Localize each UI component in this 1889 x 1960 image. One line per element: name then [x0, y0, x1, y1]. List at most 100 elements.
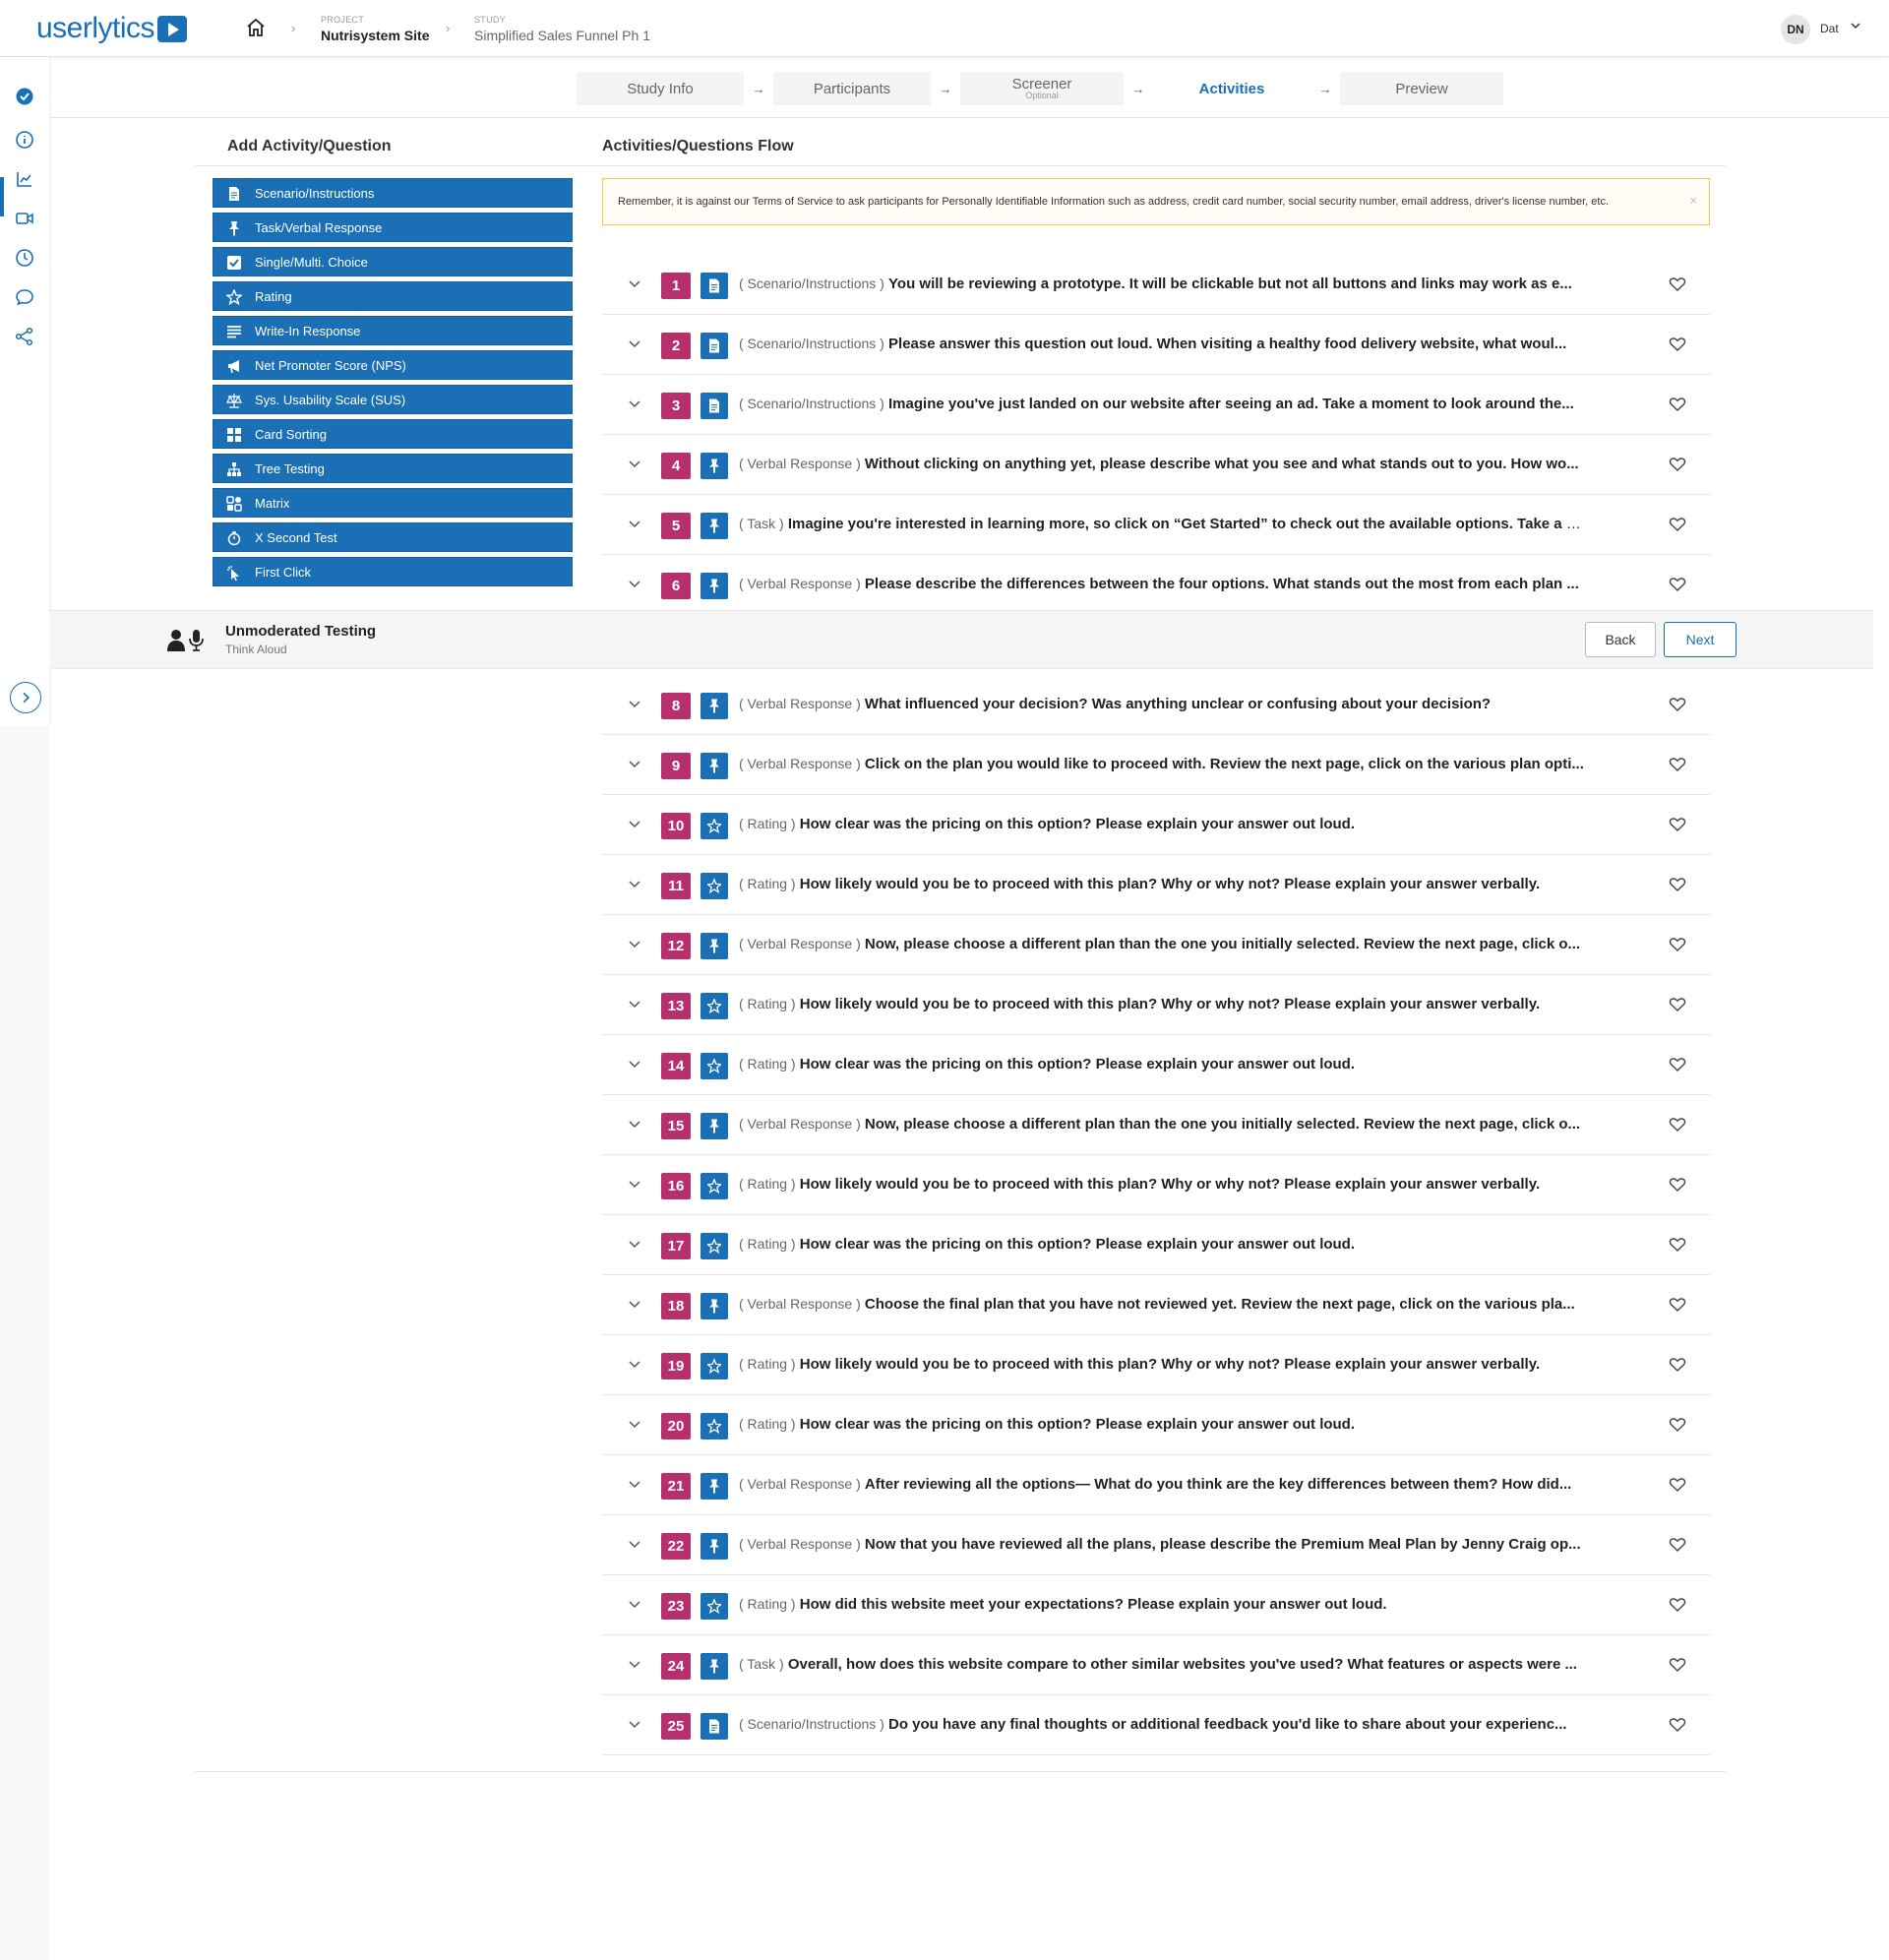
add-activity-button[interactable]: Write-In Response [213, 316, 573, 345]
activity-text[interactable]: ( Scenario/Instructions ) Do you have an… [739, 1716, 1585, 1733]
heart-icon[interactable] [1669, 1296, 1686, 1314]
breadcrumb-project[interactable]: PROJECT Nutrisystem Site [321, 15, 429, 43]
chevron-down-icon[interactable] [628, 1117, 641, 1131]
activity-row[interactable]: 15 ( Verbal Response ) Now, please choose… [602, 1095, 1710, 1155]
heart-icon[interactable] [1669, 756, 1686, 773]
heart-icon[interactable] [1669, 876, 1686, 893]
activity-text[interactable]: ( Rating ) How clear was the pricing on … [739, 816, 1585, 832]
activity-text[interactable]: ( Verbal Response ) Click on the plan yo… [739, 756, 1585, 772]
activity-row[interactable]: 23 ( Rating ) How did this website meet y… [602, 1575, 1710, 1635]
step-preview[interactable]: Preview [1340, 72, 1503, 105]
chevron-down-icon[interactable] [628, 997, 641, 1011]
chevron-down-icon[interactable] [628, 1477, 641, 1491]
step-participants[interactable]: Participants [773, 72, 931, 105]
chevron-down-icon[interactable] [628, 1177, 641, 1191]
chevron-down-icon[interactable] [628, 1057, 641, 1071]
chevron-down-icon[interactable] [628, 457, 641, 470]
chevron-down-icon[interactable] [628, 757, 641, 770]
activity-row[interactable]: 8 ( Verbal Response ) What influenced you… [602, 675, 1710, 735]
chevron-down-icon[interactable] [628, 697, 641, 710]
chevron-down-icon[interactable] [628, 1417, 641, 1431]
check-circle-icon[interactable] [15, 87, 34, 106]
chevron-down-icon[interactable] [628, 1297, 641, 1311]
back-button[interactable]: Back [1585, 622, 1656, 657]
heart-icon[interactable] [1669, 336, 1686, 353]
activity-text[interactable]: ( Rating ) How clear was the pricing on … [739, 1236, 1585, 1253]
activity-row[interactable]: 12 ( Verbal Response ) Now, please choose… [602, 915, 1710, 975]
activity-text[interactable]: ( Task ) Imagine you're interested in le… [739, 516, 1585, 532]
chevron-down-icon[interactable] [628, 397, 641, 410]
heart-icon[interactable] [1669, 1236, 1686, 1254]
activity-text[interactable]: ( Scenario/Instructions ) Imagine you've… [739, 396, 1585, 412]
add-activity-button[interactable]: Task/Verbal Response [213, 213, 573, 242]
activity-text[interactable]: ( Rating ) How clear was the pricing on … [739, 1056, 1585, 1072]
activity-text[interactable]: ( Verbal Response ) Now, please choose a… [739, 1116, 1585, 1133]
activity-row[interactable]: 18 ( Verbal Response ) Choose the final p… [602, 1275, 1710, 1335]
activity-text[interactable]: ( Rating ) How likely would you be to pr… [739, 1356, 1585, 1373]
activity-row[interactable]: 3 ( Scenario/Instructions ) Imagine you'v… [602, 375, 1710, 435]
chevron-down-icon[interactable] [628, 1237, 641, 1251]
activity-row[interactable]: 5 ( Task ) Imagine you're interested in l… [602, 495, 1710, 555]
chat-icon[interactable] [15, 287, 34, 307]
userlytics-logo[interactable]: user lytics [36, 12, 188, 45]
activity-row[interactable]: 17 ( Rating ) How clear was the pricing o… [602, 1215, 1710, 1275]
add-activity-button[interactable]: Single/Multi. Choice [213, 247, 573, 276]
home-icon[interactable] [245, 18, 267, 37]
activity-row[interactable]: 11 ( Rating ) How likely would you be to … [602, 855, 1710, 915]
activity-row[interactable]: 13 ( Rating ) How likely would you be to … [602, 975, 1710, 1035]
activity-text[interactable]: ( Rating ) How likely would you be to pr… [739, 876, 1585, 892]
activity-row[interactable]: 2 ( Scenario/Instructions ) Please answer… [602, 315, 1710, 375]
activity-row[interactable]: 4 ( Verbal Response ) Without clicking on… [602, 435, 1710, 495]
chart-icon[interactable] [15, 169, 34, 189]
heart-icon[interactable] [1669, 456, 1686, 473]
activity-row[interactable]: 6 ( Verbal Response ) Please describe the… [602, 555, 1710, 615]
step-study-info[interactable]: Study Info [577, 72, 744, 105]
chevron-down-icon[interactable] [628, 517, 641, 530]
chevron-down-icon[interactable] [628, 937, 641, 950]
heart-icon[interactable] [1669, 1356, 1686, 1374]
heart-icon[interactable] [1669, 1416, 1686, 1434]
activity-row[interactable]: 9 ( Verbal Response ) Click on the plan y… [602, 735, 1710, 795]
add-activity-button[interactable]: Sys. Usability Scale (SUS) [213, 385, 573, 414]
chevron-down-icon[interactable] [628, 1357, 641, 1371]
heart-icon[interactable] [1669, 1596, 1686, 1614]
activity-text[interactable]: ( Verbal Response ) Please describe the … [739, 576, 1585, 592]
activity-text[interactable]: ( Verbal Response ) Choose the final pla… [739, 1296, 1585, 1313]
add-activity-button[interactable]: First Click [213, 557, 573, 586]
activity-text[interactable]: ( Rating ) How likely would you be to pr… [739, 996, 1585, 1012]
chevron-down-icon[interactable] [628, 276, 641, 290]
add-activity-button[interactable]: Scenario/Instructions [213, 178, 573, 208]
expand-sidebar-button[interactable] [10, 682, 41, 713]
clock-icon[interactable] [15, 248, 34, 268]
chevron-down-icon[interactable] [628, 1717, 641, 1731]
info-icon[interactable] [15, 130, 34, 150]
video-icon[interactable] [15, 209, 34, 228]
activity-row[interactable]: 21 ( Verbal Response ) After reviewing al… [602, 1455, 1710, 1515]
activity-row[interactable]: 19 ( Rating ) How likely would you be to … [602, 1335, 1710, 1395]
chevron-down-icon[interactable] [628, 1537, 641, 1551]
activity-text[interactable]: ( Verbal Response ) Without clicking on … [739, 456, 1585, 472]
activity-text[interactable]: ( Verbal Response ) Now that you have re… [739, 1536, 1585, 1553]
step-activities[interactable]: Activities [1153, 72, 1310, 105]
add-activity-button[interactable]: Tree Testing [213, 454, 573, 483]
heart-icon[interactable] [1669, 1116, 1686, 1133]
chevron-down-icon[interactable] [628, 577, 641, 590]
chevron-down-icon[interactable] [628, 817, 641, 830]
share-icon[interactable] [15, 327, 34, 346]
activity-text[interactable]: ( Scenario/Instructions ) Please answer … [739, 336, 1585, 352]
activity-text[interactable]: ( Scenario/Instructions ) You will be re… [739, 276, 1585, 292]
step-screener[interactable]: Screener Optional [960, 72, 1124, 105]
heart-icon[interactable] [1669, 696, 1686, 713]
add-activity-button[interactable]: Net Promoter Score (NPS) [213, 350, 573, 380]
activity-text[interactable]: ( Verbal Response ) After reviewing all … [739, 1476, 1585, 1493]
chevron-down-icon[interactable] [628, 877, 641, 890]
chevron-down-icon[interactable] [1850, 20, 1861, 31]
activity-row[interactable]: 22 ( Verbal Response ) Now that you have … [602, 1515, 1710, 1575]
activity-row[interactable]: 25 ( Scenario/Instructions ) Do you have … [602, 1695, 1710, 1755]
user-avatar[interactable]: DN [1781, 15, 1810, 44]
activity-row[interactable]: 24 ( Task ) Overall, how does this websit… [602, 1635, 1710, 1695]
activity-text[interactable]: ( Task ) Overall, how does this website … [739, 1656, 1585, 1673]
add-activity-button[interactable]: Card Sorting [213, 419, 573, 449]
chevron-down-icon[interactable] [628, 1657, 641, 1671]
heart-icon[interactable] [1669, 1656, 1686, 1674]
